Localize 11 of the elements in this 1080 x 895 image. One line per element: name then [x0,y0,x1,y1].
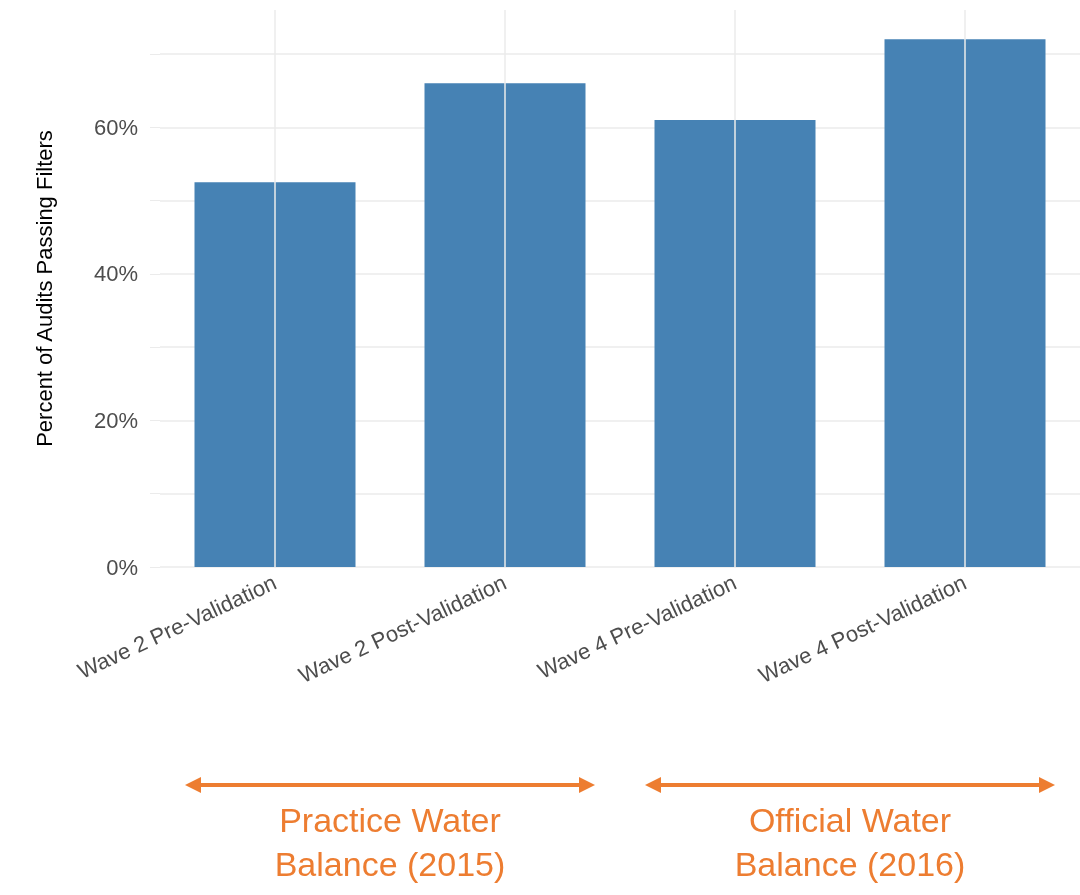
y-tick-label: 20% [93,407,138,433]
bar [424,83,586,567]
text: Practice Water Balance (2015) [273,800,507,885]
bar [654,119,816,567]
y-tick-label: 0% [106,554,138,580]
bar [194,182,356,567]
y-tick-label: 60% [93,114,138,140]
y-axis-title: Percent of Audits Passing Filters [31,130,57,447]
y-tick-label: 40% [93,261,138,287]
text: Official Water Balance (2016) [733,800,967,885]
bar [884,39,1046,567]
